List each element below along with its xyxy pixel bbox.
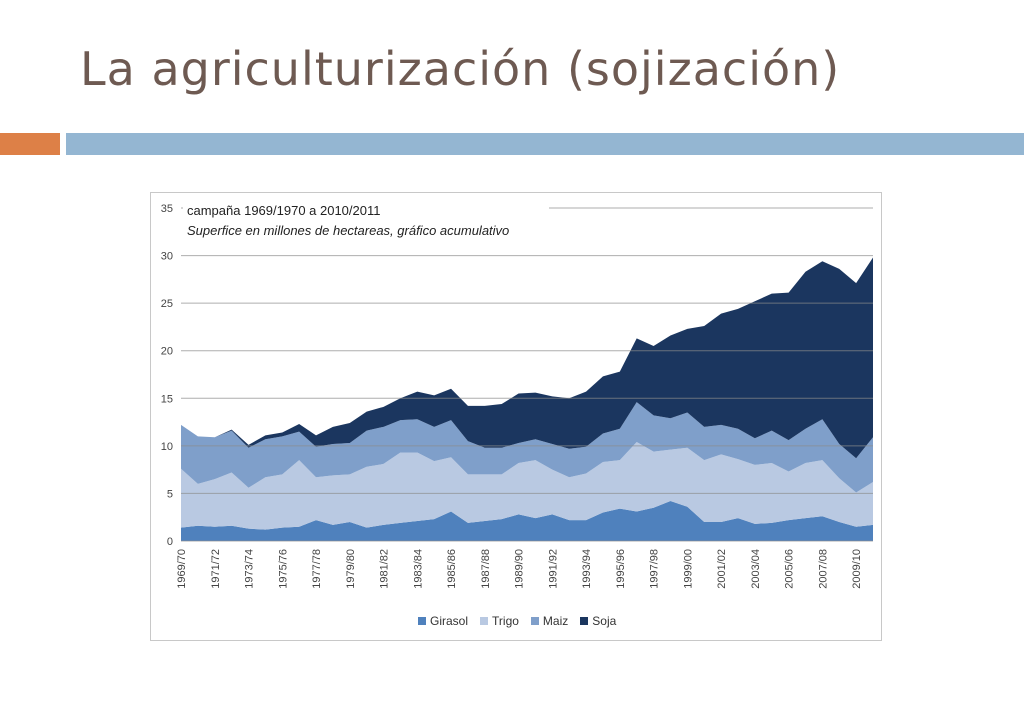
- legend-swatch-trigo: [480, 617, 489, 625]
- x-tick-label: 2001/02: [716, 549, 728, 589]
- x-tick-label: 1969/70: [176, 549, 188, 589]
- area-series-soja: [181, 257, 873, 459]
- legend-swatch-soja: [580, 617, 589, 625]
- x-tick-label: 1985/86: [446, 549, 458, 589]
- chart-frame: 0 5 10 15 20 25 30 35 1969/70 1971/72 1973/74 1975/…: [150, 192, 882, 641]
- y-tick-label: 0: [167, 536, 173, 548]
- x-tick-label: 1975/76: [277, 549, 289, 589]
- chart-legend: Girasol Trigo Maiz Soja: [418, 614, 616, 628]
- y-tick-label: 25: [161, 298, 173, 310]
- x-tick-label: 1991/92: [547, 549, 559, 589]
- x-tick-label: 1993/94: [581, 549, 593, 589]
- x-tick-label: 2007/08: [817, 549, 829, 589]
- y-tick-label: 35: [161, 203, 173, 215]
- y-tick-label: 15: [161, 393, 173, 405]
- y-tick-label: 10: [161, 441, 173, 453]
- y-tick-label: 20: [161, 346, 173, 358]
- legend-label-trigo: Trigo: [492, 614, 519, 628]
- legend-item-trigo: Trigo: [480, 614, 519, 628]
- y-tick-label: 30: [161, 251, 173, 263]
- x-tick-label: 1999/00: [682, 549, 694, 589]
- y-tick-label: 5: [167, 488, 173, 500]
- area-chart: 0 5 10 15 20 25 30 35 1969/70 1971/72 1973/74 1975/…: [161, 198, 873, 589]
- area-series-girasol: [181, 501, 873, 541]
- slide-title: La agriculturización (sojización): [80, 42, 841, 96]
- x-tick-label: 1989/90: [514, 549, 526, 589]
- x-tick-label: 2005/06: [784, 549, 796, 589]
- x-tick-label: 2003/04: [750, 549, 762, 589]
- x-tick-label: 1981/82: [379, 549, 391, 589]
- legend-label-girasol: Girasol: [430, 614, 469, 628]
- chart-subtitle: Superfice en millones de hectareas, gráf…: [187, 223, 509, 238]
- area-series-maiz: [181, 402, 873, 493]
- area-series-trigo: [181, 442, 873, 530]
- legend-swatch-maiz: [530, 617, 539, 625]
- accent-bar-blue: [66, 133, 1024, 155]
- legend-label-maiz: Maiz: [542, 614, 569, 628]
- legend-item-maiz: Maiz: [530, 614, 569, 628]
- legend-item-soja: Soja: [580, 614, 616, 628]
- x-tick-label: 1979/80: [345, 549, 357, 589]
- legend-label-soja: Soja: [592, 614, 617, 628]
- x-tick-label: 1995/96: [615, 549, 627, 589]
- x-tick-label: 1987/88: [480, 549, 492, 589]
- chart-title-background: [183, 198, 549, 244]
- x-tick-label: 1971/72: [210, 549, 222, 589]
- chart-title: campaña 1969/1970 a 2010/2011: [187, 203, 380, 218]
- x-tick-label: 1983/84: [412, 549, 424, 589]
- accent-bar-orange: [0, 133, 60, 155]
- legend-swatch-girasol: [418, 617, 426, 625]
- x-tick-label: 2009/10: [851, 549, 863, 589]
- x-tick-label: 1973/74: [244, 549, 256, 589]
- legend-item-girasol: Girasol: [418, 614, 468, 628]
- x-tick-label: 1997/98: [649, 549, 661, 589]
- x-tick-label: 1977/78: [311, 549, 323, 589]
